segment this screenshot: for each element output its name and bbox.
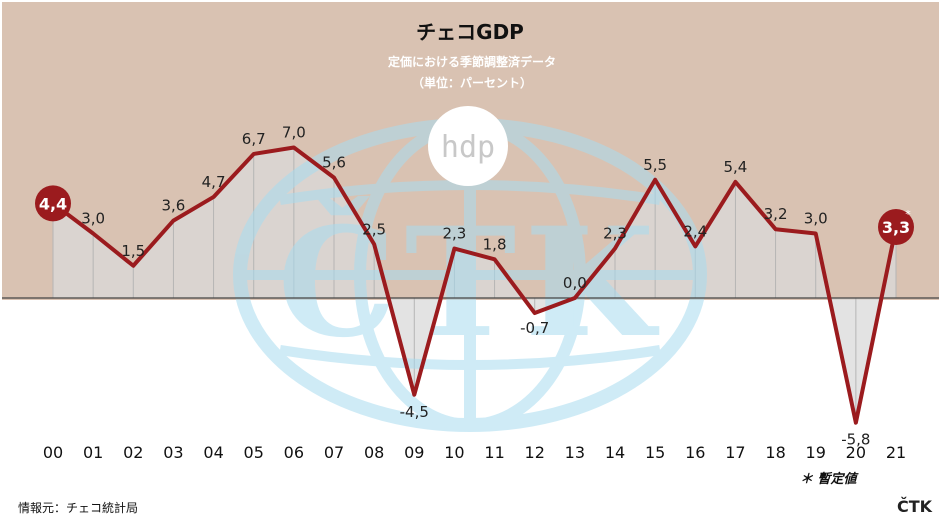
x-tick-label: 17 xyxy=(725,443,745,462)
x-tick-label: 10 xyxy=(444,443,464,462)
data-label: 3,0 xyxy=(81,210,105,228)
chart-subtitle: 定価における季節調整済データ xyxy=(388,54,556,69)
data-label: -0,7 xyxy=(520,319,549,337)
x-tick-label: 03 xyxy=(163,443,183,462)
data-label: 7,0 xyxy=(282,124,306,142)
data-label: 3,2 xyxy=(764,205,788,223)
highlight-point xyxy=(878,209,914,246)
x-tick-label: 04 xyxy=(203,443,223,462)
data-label: 2,4 xyxy=(683,222,707,240)
data-label: 2,5 xyxy=(362,220,386,238)
data-label: 5,4 xyxy=(723,158,747,176)
x-tick-label: 13 xyxy=(565,443,585,462)
x-tick-label: 07 xyxy=(324,443,344,462)
highlight-points: 4,4 3,3* xyxy=(35,185,914,246)
x-tick-label: 11 xyxy=(484,443,504,462)
data-label: 5,5 xyxy=(643,156,667,174)
chart-unit-note: （単位：パーセント） xyxy=(412,75,532,90)
hdp-logo: hdp xyxy=(428,106,508,186)
x-tick-label: 12 xyxy=(525,443,545,462)
provisional-marker: * xyxy=(905,208,911,221)
area-segment xyxy=(293,147,334,298)
x-tick-label: 06 xyxy=(284,443,304,462)
x-tick-label: 20 xyxy=(846,443,866,462)
area-segment xyxy=(173,196,214,298)
highlight-point xyxy=(35,185,71,222)
x-tick-label: 09 xyxy=(404,443,424,462)
provisional-note: ＊ 暫定値 xyxy=(800,471,860,487)
x-axis-ticks: 00 01 02 03 04 05 06 07 08 09 10 11 12 13 14 15 16 17 18 19… xyxy=(43,443,906,462)
data-label: 1,8 xyxy=(483,235,507,253)
x-tick-label: 00 xyxy=(43,443,63,462)
chart-title: チェコGDP xyxy=(416,20,524,44)
data-label: 5,6 xyxy=(322,154,346,172)
hdp-logo-text: hdp xyxy=(441,130,495,165)
data-label: 1,5 xyxy=(121,242,145,260)
data-label: 4,7 xyxy=(202,173,226,191)
x-tick-label: 08 xyxy=(364,443,384,462)
data-label: 3,0 xyxy=(804,210,828,228)
x-tick-label: 14 xyxy=(605,443,625,462)
area-segment xyxy=(775,229,816,298)
x-tick-label: 21 xyxy=(886,443,906,462)
value-labels: 3,0 1,5 3,6 4,7 6,7 7,0 5,6 2,5 -4,5 2,3 1,8 -0,7 0,… xyxy=(81,124,870,449)
x-tick-label: 18 xyxy=(765,443,785,462)
x-tick-label: 19 xyxy=(806,443,826,462)
data-label: 3,3 xyxy=(882,218,910,237)
area-segment xyxy=(133,220,174,298)
data-label: 6,7 xyxy=(242,130,266,148)
data-label: 2,3 xyxy=(442,225,466,243)
area-segment xyxy=(735,181,776,298)
x-tick-label: 15 xyxy=(645,443,665,462)
series-line xyxy=(51,145,898,425)
x-tick-label: 02 xyxy=(123,443,143,462)
watermark-text: ČTK xyxy=(277,195,662,371)
data-label: -4,5 xyxy=(400,403,429,421)
data-label: 3,6 xyxy=(161,197,185,215)
area-segment xyxy=(615,179,656,298)
brand-logo-text: ČTK xyxy=(897,497,933,516)
source-credit: 情報元：チェコ統計局 xyxy=(18,501,139,515)
ctk-watermark: ČTK xyxy=(233,118,707,432)
data-label: 0,0 xyxy=(563,274,587,292)
data-label: 2,3 xyxy=(603,225,627,243)
data-label: 4,4 xyxy=(39,194,67,213)
x-tick-label: 01 xyxy=(83,443,103,462)
area-segment xyxy=(655,179,696,298)
area-segment xyxy=(93,233,134,298)
x-tick-label: 05 xyxy=(244,443,264,462)
x-tick-label: 16 xyxy=(685,443,705,462)
data-label: -5,8 xyxy=(841,431,870,449)
